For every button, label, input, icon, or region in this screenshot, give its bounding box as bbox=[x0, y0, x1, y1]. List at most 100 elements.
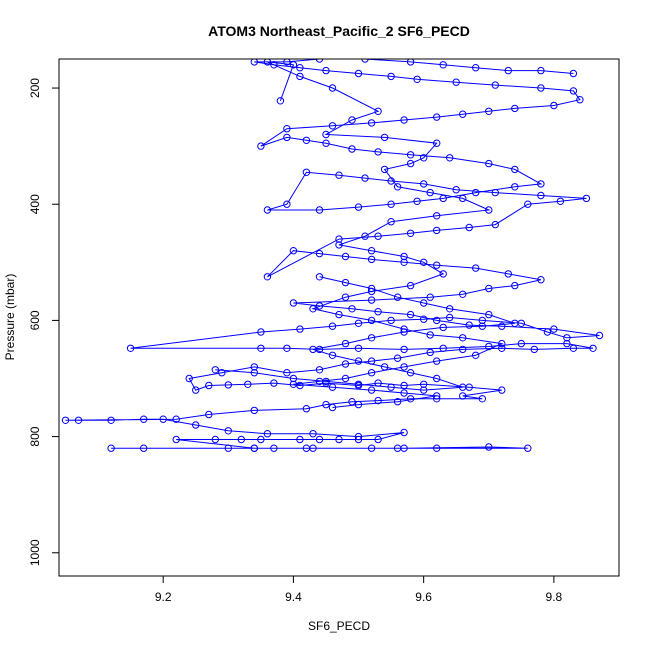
data-point bbox=[296, 435, 304, 444]
data-point bbox=[367, 284, 376, 293]
data-point bbox=[374, 232, 382, 240]
data-point bbox=[367, 255, 376, 264]
data-point bbox=[257, 435, 265, 444]
data-point bbox=[341, 339, 350, 348]
data-point bbox=[433, 212, 441, 220]
data-point bbox=[537, 276, 545, 284]
data-point bbox=[433, 226, 441, 235]
data-point bbox=[400, 444, 408, 452]
data-point bbox=[302, 405, 311, 413]
data-point bbox=[302, 136, 311, 145]
data-point bbox=[426, 293, 434, 301]
x-tick-label: 9.8 bbox=[546, 590, 563, 604]
data-point bbox=[348, 305, 356, 313]
data-point bbox=[491, 220, 499, 229]
data-point bbox=[406, 310, 415, 319]
data-point bbox=[485, 443, 493, 451]
data-point bbox=[511, 104, 519, 113]
data-point bbox=[406, 151, 415, 159]
data-point bbox=[400, 116, 408, 124]
data-point bbox=[556, 197, 565, 206]
data-point bbox=[400, 328, 408, 336]
data-point bbox=[341, 293, 350, 301]
data-point bbox=[459, 392, 467, 400]
data-point bbox=[420, 180, 428, 188]
data-point bbox=[224, 427, 233, 435]
data-point bbox=[354, 319, 363, 327]
data-point bbox=[374, 435, 382, 444]
data-point bbox=[159, 415, 167, 423]
data-point bbox=[341, 374, 350, 383]
data-point bbox=[107, 444, 115, 452]
data-point bbox=[283, 125, 291, 133]
x-axis-label: SF6_PECD bbox=[308, 619, 370, 633]
data-point bbox=[328, 351, 337, 359]
data-point bbox=[309, 430, 317, 438]
data-point bbox=[426, 188, 434, 197]
data-point bbox=[263, 206, 272, 214]
data-point bbox=[420, 154, 428, 162]
data-point bbox=[354, 344, 363, 352]
series-line bbox=[267, 61, 504, 408]
data-point bbox=[309, 444, 317, 452]
data-point bbox=[433, 113, 441, 121]
data-point bbox=[426, 348, 434, 357]
data-point bbox=[433, 261, 441, 269]
data-point bbox=[387, 383, 395, 391]
data-point bbox=[309, 345, 317, 354]
data-point bbox=[498, 322, 506, 330]
data-point bbox=[433, 374, 441, 383]
data-point bbox=[315, 366, 324, 374]
data-point bbox=[446, 154, 454, 162]
data-point bbox=[446, 313, 454, 322]
data-point bbox=[367, 247, 376, 255]
data-point bbox=[367, 334, 376, 342]
data-point bbox=[478, 322, 486, 330]
data-point bbox=[537, 180, 545, 188]
data-point bbox=[276, 97, 285, 105]
data-point bbox=[543, 328, 552, 336]
data-point bbox=[563, 334, 571, 342]
data-point bbox=[367, 296, 376, 304]
x-tick-label: 9.4 bbox=[285, 590, 302, 604]
data-point bbox=[406, 281, 415, 290]
data-point bbox=[380, 165, 389, 174]
data-point bbox=[211, 435, 220, 444]
data-point bbox=[524, 444, 532, 452]
data-point bbox=[283, 133, 291, 142]
data-point bbox=[283, 369, 291, 377]
data-point bbox=[511, 165, 519, 174]
data-point bbox=[485, 206, 493, 214]
data-point bbox=[192, 386, 200, 394]
x-tick-label: 9.6 bbox=[415, 590, 432, 604]
data-point bbox=[380, 363, 389, 371]
data-point bbox=[485, 284, 493, 293]
data-point bbox=[530, 345, 538, 354]
data-point bbox=[74, 416, 83, 424]
data-point bbox=[354, 203, 363, 211]
data-point bbox=[172, 415, 180, 423]
data-point bbox=[322, 400, 330, 409]
data-point bbox=[426, 331, 434, 339]
data-point bbox=[263, 273, 272, 281]
data-point bbox=[315, 206, 324, 214]
data-point bbox=[335, 171, 343, 179]
data-point bbox=[569, 69, 578, 78]
y-tick-label: 200 bbox=[28, 78, 42, 98]
data-point bbox=[283, 344, 291, 352]
data-point bbox=[140, 444, 148, 452]
data-point bbox=[374, 396, 382, 405]
data-point bbox=[263, 430, 272, 438]
data-point bbox=[335, 310, 343, 319]
plot-frame bbox=[58, 58, 620, 577]
chart-title: ATOM3 Northeast_Pacific_2 SF6_PECD bbox=[208, 23, 470, 39]
data-point bbox=[472, 351, 480, 359]
data-point bbox=[107, 416, 115, 424]
data-point bbox=[172, 435, 180, 444]
data-point bbox=[439, 61, 447, 69]
data-point bbox=[380, 133, 389, 142]
data-point bbox=[459, 194, 467, 203]
data-point bbox=[511, 281, 519, 290]
data-point bbox=[328, 122, 337, 130]
data-point bbox=[322, 66, 330, 75]
